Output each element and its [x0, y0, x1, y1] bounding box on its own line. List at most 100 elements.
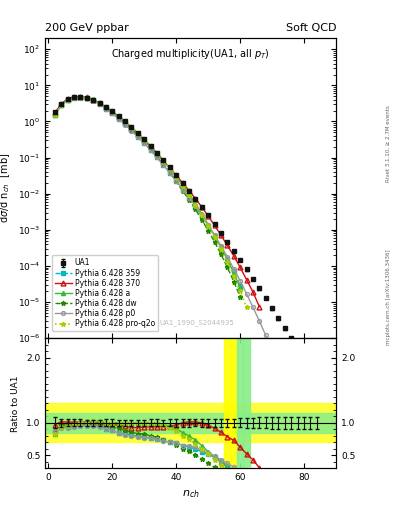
- Pythia 6.428 pro-q2o: [219, 246, 223, 252]
- Pythia 6.428 p0: [136, 134, 140, 140]
- Pythia 6.428 359: [212, 233, 217, 239]
- Pythia 6.428 dw: [148, 146, 153, 153]
- Pythia 6.428 370: [123, 119, 127, 125]
- Pythia 6.428 p0: [225, 254, 230, 260]
- Pythia 6.428 dw: [52, 111, 57, 117]
- Pythia 6.428 p0: [244, 291, 249, 297]
- Pythia 6.428 370: [52, 110, 57, 116]
- Pythia 6.428 pro-q2o: [187, 193, 191, 199]
- Pythia 6.428 p0: [52, 111, 57, 117]
- Pythia 6.428 p0: [270, 347, 274, 353]
- Pythia 6.428 370: [78, 94, 83, 100]
- Pythia 6.428 359: [104, 105, 108, 112]
- Pythia 6.428 359: [148, 147, 153, 153]
- Y-axis label: d$\sigma$/d n$_{ch}$  [mb]: d$\sigma$/d n$_{ch}$ [mb]: [0, 153, 12, 223]
- Pythia 6.428 a: [219, 244, 223, 250]
- Pythia 6.428 a: [97, 100, 102, 106]
- Pythia 6.428 dw: [167, 169, 172, 176]
- Pythia 6.428 359: [59, 102, 64, 108]
- Pythia 6.428 370: [104, 104, 108, 111]
- Pythia 6.428 dw: [155, 154, 160, 160]
- Line: Pythia 6.428 p0: Pythia 6.428 p0: [53, 96, 319, 462]
- Pythia 6.428 p0: [129, 127, 134, 134]
- Bar: [237, 338, 243, 468]
- Pythia 6.428 a: [65, 97, 70, 103]
- Pythia 6.428 p0: [231, 266, 236, 272]
- Line: Pythia 6.428 pro-q2o: Pythia 6.428 pro-q2o: [52, 94, 249, 310]
- Pythia 6.428 a: [72, 94, 76, 100]
- Pythia 6.428 a: [206, 222, 211, 228]
- Pythia 6.428 pro-q2o: [129, 124, 134, 130]
- Pythia 6.428 a: [231, 270, 236, 276]
- Pythia 6.428 dw: [123, 120, 127, 126]
- Pythia 6.428 359: [142, 140, 147, 146]
- Pythia 6.428 dw: [78, 94, 83, 100]
- Pythia 6.428 pro-q2o: [238, 288, 242, 294]
- Pythia 6.428 a: [155, 150, 160, 156]
- Pythia 6.428 a: [212, 232, 217, 239]
- X-axis label: $n_{ch}$: $n_{ch}$: [182, 488, 200, 500]
- Pythia 6.428 pro-q2o: [59, 102, 64, 109]
- Pythia 6.428 pro-q2o: [180, 183, 185, 189]
- Pythia 6.428 370: [72, 94, 76, 100]
- Text: UA1_1990_S2044935: UA1_1990_S2044935: [159, 319, 234, 326]
- Pythia 6.428 pro-q2o: [136, 130, 140, 136]
- Y-axis label: Ratio to UA1: Ratio to UA1: [11, 375, 20, 432]
- Pythia 6.428 p0: [193, 203, 198, 209]
- Pythia 6.428 pro-q2o: [161, 158, 166, 164]
- Pythia 6.428 a: [104, 104, 108, 110]
- Bar: [243, 338, 250, 468]
- Pythia 6.428 pro-q2o: [78, 94, 83, 100]
- Pythia 6.428 370: [238, 264, 242, 270]
- Pythia 6.428 a: [193, 201, 198, 207]
- Pythia 6.428 359: [225, 255, 230, 262]
- Pythia 6.428 pro-q2o: [142, 136, 147, 142]
- Pythia 6.428 dw: [180, 188, 185, 194]
- Pythia 6.428 370: [65, 96, 70, 102]
- Pythia 6.428 370: [225, 242, 230, 248]
- Pythia 6.428 pro-q2o: [199, 212, 204, 218]
- Pythia 6.428 pro-q2o: [65, 97, 70, 103]
- Pythia 6.428 pro-q2o: [231, 273, 236, 279]
- Pythia 6.428 dw: [129, 126, 134, 133]
- Pythia 6.428 359: [78, 94, 83, 100]
- Pythia 6.428 a: [180, 182, 185, 188]
- Pythia 6.428 359: [52, 112, 57, 118]
- Pythia 6.428 dw: [142, 139, 147, 145]
- Pythia 6.428 pro-q2o: [193, 202, 198, 208]
- Pythia 6.428 370: [219, 232, 223, 238]
- Pythia 6.428 370: [129, 125, 134, 131]
- Pythia 6.428 p0: [65, 97, 70, 103]
- Pythia 6.428 p0: [238, 278, 242, 284]
- Pythia 6.428 p0: [308, 440, 313, 446]
- Pythia 6.428 a: [91, 96, 95, 102]
- Pythia 6.428 359: [238, 283, 242, 289]
- Pythia 6.428 pro-q2o: [52, 112, 57, 118]
- Pythia 6.428 pro-q2o: [212, 234, 217, 240]
- Pythia 6.428 359: [65, 97, 70, 103]
- Pythia 6.428 359: [91, 97, 95, 103]
- Pythia 6.428 p0: [257, 318, 262, 324]
- Pythia 6.428 a: [59, 102, 64, 109]
- Pythia 6.428 p0: [72, 95, 76, 101]
- Pythia 6.428 p0: [219, 243, 223, 249]
- Pythia 6.428 370: [193, 196, 198, 202]
- Pythia 6.428 p0: [283, 377, 287, 383]
- Pythia 6.428 p0: [123, 121, 127, 127]
- Pythia 6.428 dw: [84, 95, 89, 101]
- Pythia 6.428 359: [97, 101, 102, 107]
- Text: Soft QCD: Soft QCD: [286, 23, 336, 33]
- Pythia 6.428 a: [238, 285, 242, 291]
- Pythia 6.428 pro-q2o: [116, 113, 121, 119]
- Pythia 6.428 p0: [104, 105, 108, 112]
- Pythia 6.428 370: [136, 131, 140, 137]
- Pythia 6.428 dw: [212, 239, 217, 245]
- Pythia 6.428 p0: [295, 408, 300, 414]
- Pythia 6.428 dw: [161, 161, 166, 167]
- Pythia 6.428 p0: [167, 169, 172, 176]
- Pythia 6.428 370: [148, 144, 153, 150]
- Pythia 6.428 p0: [289, 392, 294, 398]
- Pythia 6.428 p0: [180, 186, 185, 193]
- Pythia 6.428 359: [161, 162, 166, 168]
- Pythia 6.428 359: [180, 186, 185, 193]
